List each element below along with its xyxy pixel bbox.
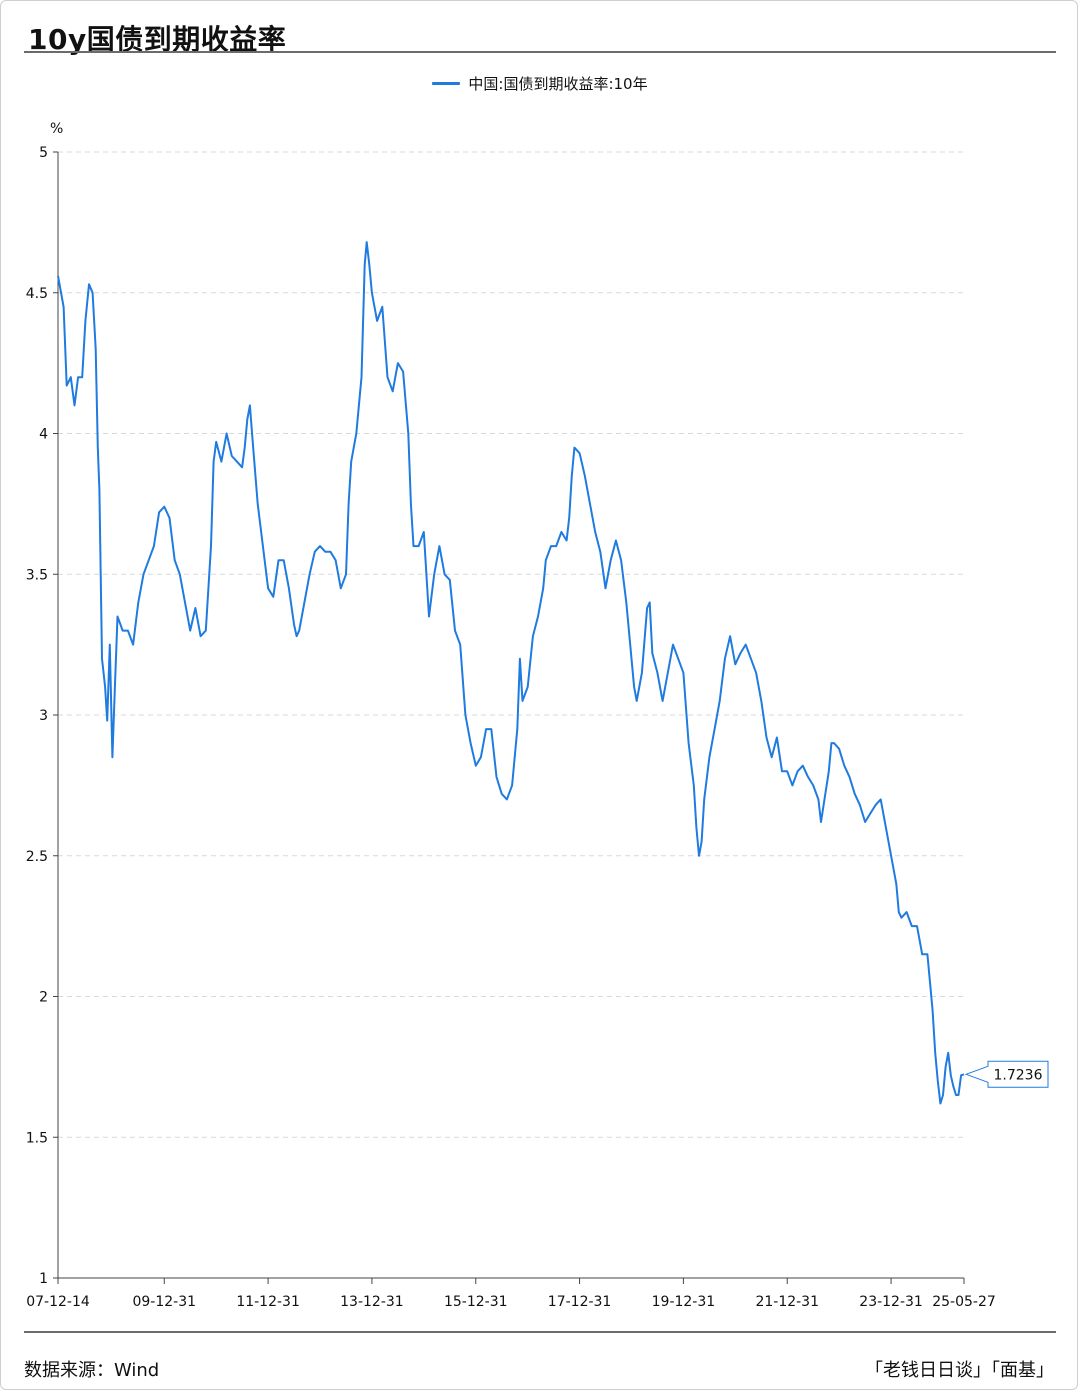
page-title: 10y国债到期收益率 bbox=[28, 23, 287, 56]
last-value-callout: 1.7236 bbox=[964, 1060, 1049, 1088]
y-tick-label: 4.5 bbox=[26, 286, 48, 302]
data-source: 数据来源：Wind bbox=[24, 1360, 160, 1381]
x-axis-ticks: 07-12-14 09-12-31 11-12-31 13-12-31 15-12-31… bbox=[26, 1278, 996, 1310]
last-value-label: 1.7236 bbox=[994, 1067, 1043, 1083]
x-tick-label: 13-12-31 bbox=[340, 1294, 404, 1310]
legend: 中国:国债到期收益率:10年 bbox=[0, 73, 1080, 94]
series-group bbox=[57, 241, 965, 1105]
x-tick-label: 25-05-27 bbox=[932, 1294, 996, 1310]
y-axis-ticks: 1 1.5 2 2.5 3 3.5 4 4.5 5 bbox=[26, 145, 58, 1287]
y-tick-label: 3 bbox=[39, 708, 48, 724]
x-tick-label: 23-12-31 bbox=[859, 1294, 923, 1310]
title-divider bbox=[24, 51, 1056, 53]
y-tick-label: 5 bbox=[39, 145, 48, 161]
grid-lines bbox=[58, 151, 964, 1138]
y-axis-unit-label: % bbox=[50, 121, 63, 137]
x-tick-label: 07-12-14 bbox=[26, 1294, 90, 1310]
x-tick-label: 17-12-31 bbox=[548, 1294, 612, 1310]
callout-box bbox=[964, 1060, 1049, 1088]
y-tick-label: 4 bbox=[39, 427, 48, 443]
credit-label: 「老钱日日谈」「面基」 bbox=[865, 1360, 1054, 1381]
y-tick-label: 2 bbox=[39, 990, 48, 1006]
y-tick-label: 2.5 bbox=[26, 849, 48, 865]
legend-label: 中国:国债到期收益率:10年 bbox=[468, 75, 648, 93]
y-tick-label: 1.5 bbox=[26, 1130, 48, 1146]
legend-swatch bbox=[432, 82, 461, 85]
x-tick-label: 19-12-31 bbox=[652, 1294, 716, 1310]
y-tick-label: 3.5 bbox=[26, 567, 48, 583]
x-tick-label: 11-12-31 bbox=[236, 1294, 300, 1310]
series-line bbox=[57, 241, 965, 1105]
footer-divider bbox=[24, 1331, 1056, 1333]
x-tick-label: 15-12-31 bbox=[444, 1294, 508, 1310]
y-tick-label: 1 bbox=[39, 1271, 48, 1287]
x-tick-label: 21-12-31 bbox=[755, 1294, 819, 1310]
x-tick-label: 09-12-31 bbox=[132, 1294, 196, 1310]
